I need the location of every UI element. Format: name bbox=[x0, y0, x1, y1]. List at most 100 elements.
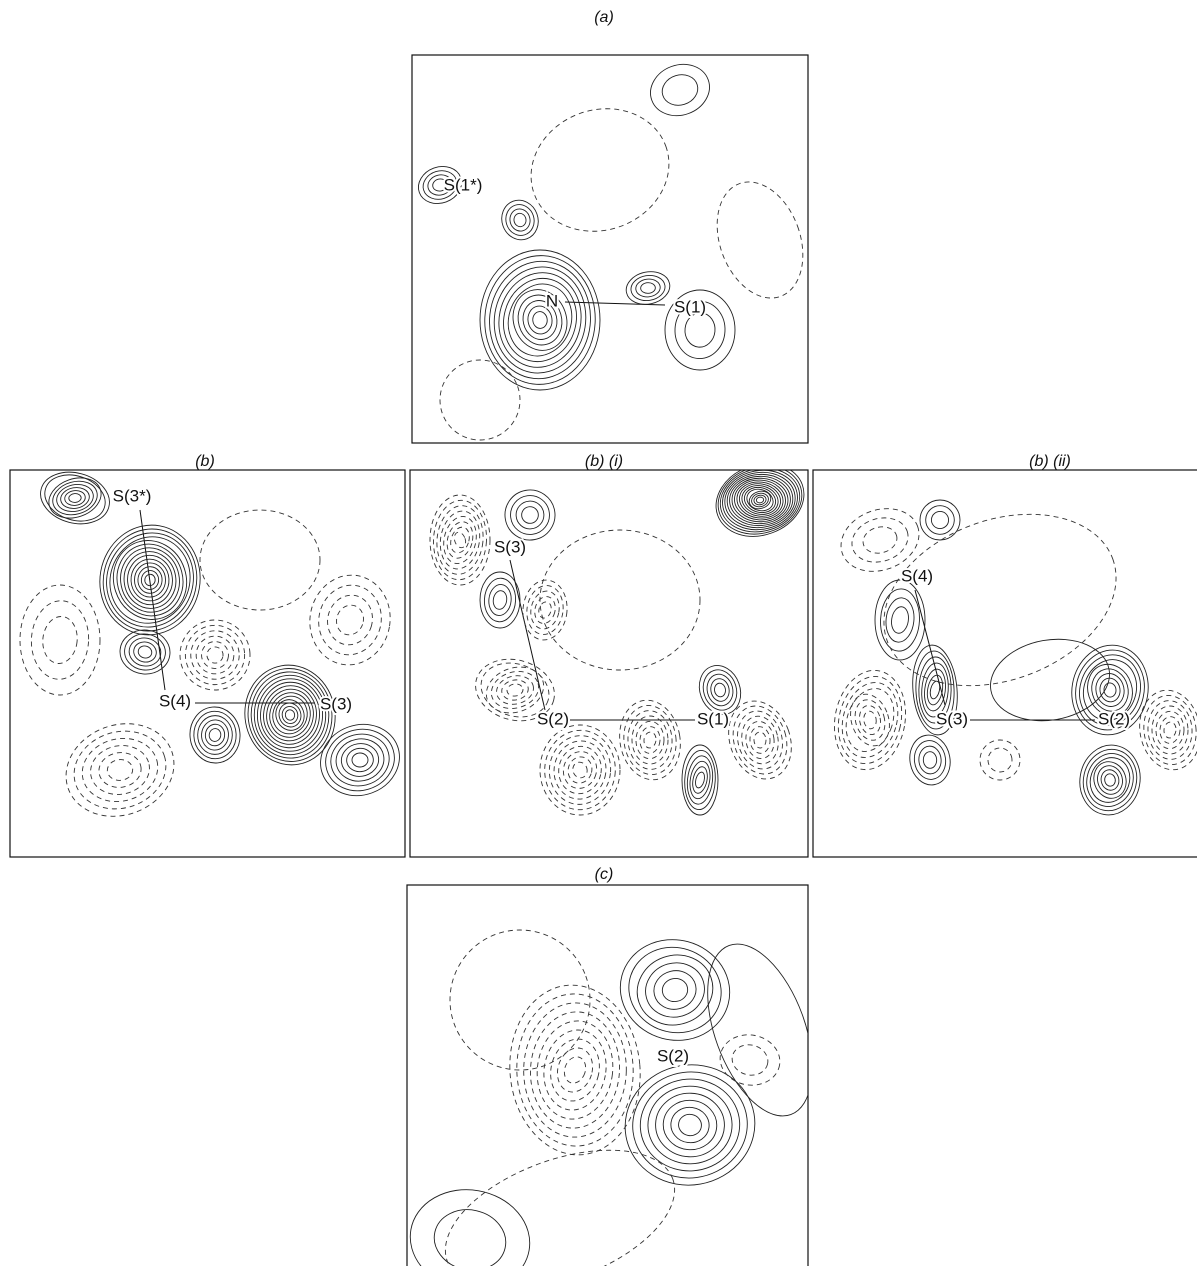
negative-contour bbox=[702, 170, 818, 310]
positive-contour bbox=[685, 755, 715, 806]
positive-contour bbox=[661, 1098, 719, 1152]
positive-contour bbox=[428, 1203, 512, 1266]
negative-contour bbox=[440, 513, 481, 566]
contour-group bbox=[402, 910, 833, 1266]
negative-contour bbox=[744, 720, 777, 761]
atom-label: S(2) bbox=[1098, 709, 1130, 728]
negative-contour bbox=[565, 754, 596, 786]
negative-contour bbox=[974, 734, 1025, 785]
atom-label: S(1*) bbox=[444, 175, 483, 194]
negative-contour bbox=[561, 1054, 589, 1086]
positive-contour bbox=[918, 745, 942, 774]
positive-contour bbox=[732, 478, 789, 522]
negative-contour bbox=[430, 910, 609, 1089]
positive-contour bbox=[1074, 740, 1145, 819]
negative-contour bbox=[29, 599, 90, 680]
positive-contour bbox=[629, 273, 667, 303]
positive-contour bbox=[729, 475, 791, 524]
negative-contour bbox=[827, 665, 913, 776]
negative-contour bbox=[190, 630, 239, 679]
positive-contour bbox=[402, 1180, 538, 1266]
positive-contour bbox=[64, 489, 86, 506]
positive-contour bbox=[627, 1065, 754, 1184]
positive-contour bbox=[132, 640, 159, 665]
negative-contour bbox=[177, 617, 253, 693]
contour-group bbox=[430, 452, 814, 815]
negative-contour bbox=[1159, 716, 1181, 744]
positive-contour bbox=[647, 1085, 732, 1164]
positive-contour bbox=[499, 276, 581, 365]
bond bbox=[915, 590, 945, 705]
panel-frame bbox=[407, 885, 808, 1266]
negative-contour bbox=[76, 731, 165, 810]
negative-contour bbox=[546, 733, 614, 808]
negative-contour bbox=[537, 600, 553, 619]
positive-contour bbox=[929, 680, 942, 700]
negative-contour bbox=[184, 624, 245, 685]
positive-contour bbox=[640, 282, 655, 293]
negative-contour bbox=[434, 503, 487, 576]
positive-contour bbox=[522, 507, 539, 524]
positive-contour bbox=[694, 771, 706, 789]
negative-contour bbox=[538, 1025, 613, 1115]
positive-contour bbox=[890, 606, 911, 635]
positive-contour bbox=[1099, 768, 1121, 792]
negative-contour bbox=[532, 1017, 619, 1124]
negative-contour bbox=[860, 523, 899, 556]
panel-frame bbox=[410, 470, 808, 857]
atom-label: N bbox=[546, 291, 558, 310]
negative-contour bbox=[863, 710, 878, 729]
negative-contour bbox=[860, 484, 1140, 716]
positive-contour bbox=[912, 739, 948, 781]
positive-contour bbox=[714, 682, 727, 697]
negative-contour bbox=[620, 702, 680, 777]
negative-contour bbox=[626, 709, 674, 771]
positive-contour bbox=[532, 311, 548, 329]
negative-contour bbox=[195, 635, 235, 675]
negative-contour bbox=[200, 510, 320, 610]
negative-contour bbox=[559, 748, 600, 792]
positive-contour bbox=[487, 583, 512, 616]
positive-contour bbox=[753, 494, 767, 506]
positive-contour bbox=[515, 500, 545, 530]
negative-contour bbox=[452, 531, 467, 549]
negative-contour bbox=[443, 519, 476, 561]
negative-contour bbox=[430, 495, 490, 585]
positive-contour bbox=[884, 596, 916, 643]
negative-contour bbox=[846, 511, 913, 569]
negative-contour bbox=[200, 640, 230, 670]
negative-contour bbox=[540, 725, 620, 815]
positive-contour bbox=[254, 675, 327, 756]
positive-contour bbox=[346, 747, 375, 773]
negative-contour bbox=[64, 720, 175, 820]
positive-contour bbox=[1098, 677, 1121, 704]
positive-contour bbox=[733, 478, 787, 521]
positive-contour bbox=[658, 70, 701, 109]
negative-contour bbox=[206, 646, 225, 665]
positive-contour bbox=[280, 705, 299, 725]
negative-contour bbox=[985, 745, 1015, 775]
negative-contour bbox=[754, 732, 767, 748]
labels: (a)S(1*)NS(1)(b)S(3*)S(4)S(3)(b) (i)S(3)… bbox=[113, 9, 1130, 1065]
positive-contour bbox=[925, 505, 955, 535]
positive-contour bbox=[925, 674, 945, 706]
positive-contour bbox=[698, 666, 741, 715]
positive-contour bbox=[1093, 671, 1127, 709]
positive-contour bbox=[352, 753, 368, 768]
negative-contour bbox=[86, 741, 153, 800]
negative-contour bbox=[838, 682, 902, 758]
atom-label: S(2) bbox=[537, 709, 569, 728]
positive-contour bbox=[59, 485, 91, 510]
positive-contour bbox=[931, 511, 950, 530]
positive-contour bbox=[339, 741, 381, 779]
atom-label: S(4) bbox=[901, 566, 933, 585]
positive-contour bbox=[54, 481, 96, 515]
negative-contour bbox=[857, 703, 883, 736]
positive-contour bbox=[875, 580, 925, 660]
negative-contour bbox=[554, 742, 605, 797]
negative-contour bbox=[500, 678, 530, 702]
negative-contour bbox=[312, 579, 388, 661]
panel-frame bbox=[10, 470, 405, 857]
positive-contour bbox=[637, 1076, 743, 1174]
contour-group bbox=[827, 484, 1197, 820]
